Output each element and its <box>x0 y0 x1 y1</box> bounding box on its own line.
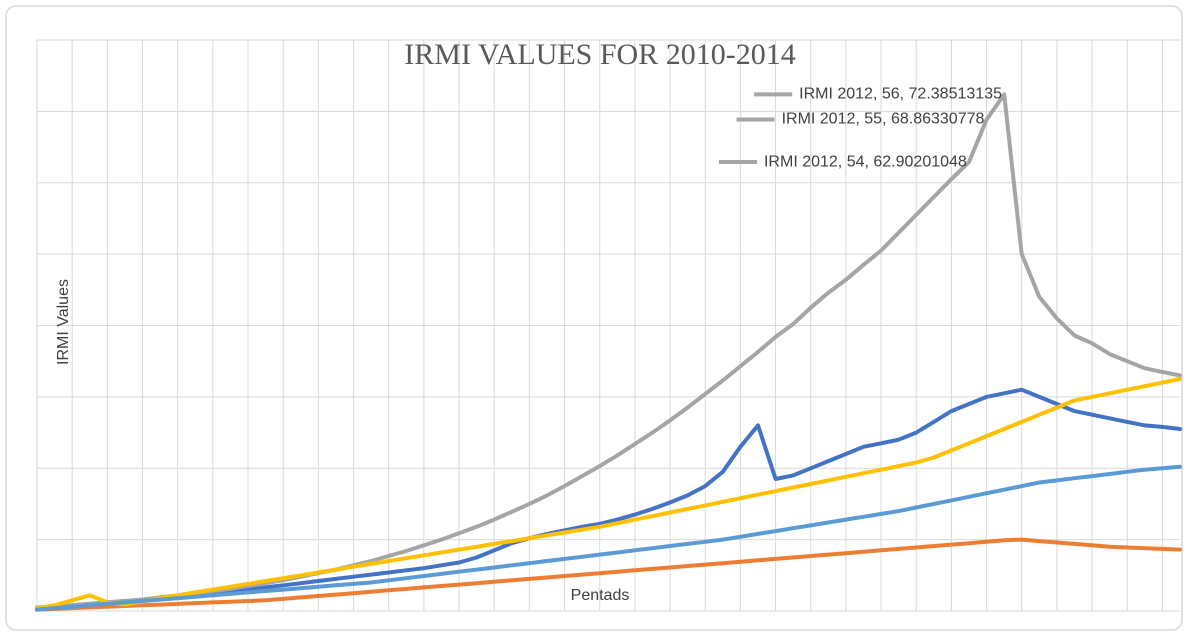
data-labels: IRMI 2012, 54, 62.90201048 IRMI 2012, 55,… <box>718 86 1002 170</box>
series-line <box>35 377 1182 611</box>
chart-title: IRMI VALUES FOR 2010-2014 <box>404 38 795 71</box>
series-line <box>35 387 1182 611</box>
grid <box>36 39 1180 612</box>
data-label: IRMI 2012, 56, 72.38513135 <box>799 86 1002 103</box>
series-line <box>35 464 1182 612</box>
x-axis-label: Pentads <box>571 587 630 604</box>
data-label: IRMI 2012, 55, 68.86330778 <box>782 111 985 128</box>
series-line <box>35 92 1182 610</box>
chart-frame <box>5 5 1183 631</box>
data-label: IRMI 2012, 54, 62.90201048 <box>764 153 967 170</box>
series-lines <box>35 92 1182 612</box>
series-line <box>35 537 1182 612</box>
y-axis-label: IRMI Values <box>55 279 72 365</box>
